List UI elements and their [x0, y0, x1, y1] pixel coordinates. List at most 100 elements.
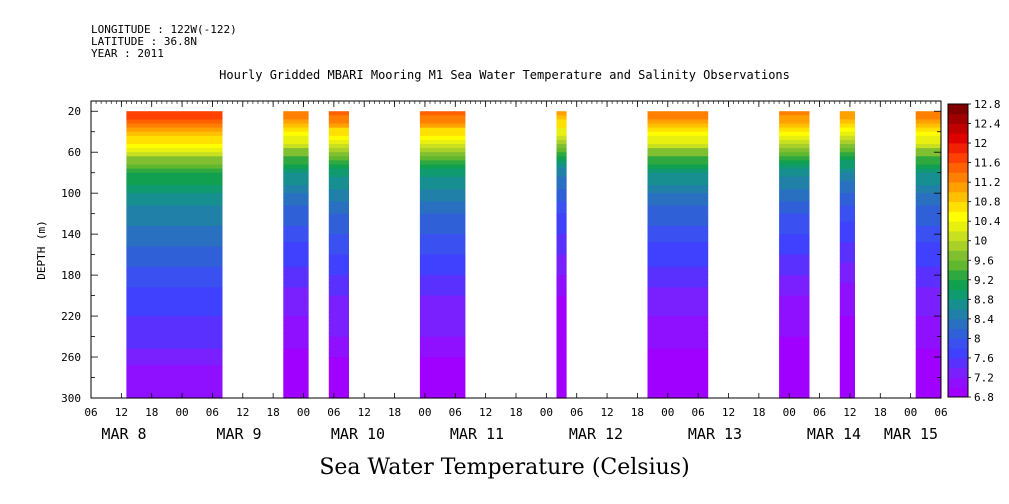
data-cell: [556, 320, 567, 325]
data-cell: [328, 139, 349, 145]
data-cell: [915, 185, 941, 190]
x-tick-label: 00: [783, 406, 796, 419]
data-cell: [328, 127, 349, 133]
colorbar-swatch: [948, 240, 968, 251]
data-cell: [915, 246, 941, 252]
x-tick-label: 06: [84, 406, 97, 419]
colorbar-label: 9.6: [974, 254, 994, 267]
data-cell: [779, 279, 810, 284]
y-tick-label: 260: [61, 351, 81, 364]
data-cell: [126, 168, 223, 174]
data-cell: [647, 135, 709, 141]
data-cell: [839, 127, 855, 133]
x-tick-label: 12: [479, 406, 492, 419]
data-cell: [839, 148, 855, 153]
data-cell: [647, 361, 709, 366]
data-cell: [839, 189, 855, 194]
data-cell: [915, 225, 941, 231]
data-cell: [328, 361, 349, 366]
colorbar-label: 10: [974, 235, 987, 248]
data-cell: [915, 307, 941, 313]
data-cell: [126, 246, 223, 252]
data-cell: [419, 369, 466, 374]
data-cell: [126, 242, 223, 247]
data-cell: [647, 262, 709, 268]
data-cell: [647, 258, 709, 264]
data-cell: [328, 152, 349, 157]
data-cell: [126, 139, 223, 145]
data-cell: [779, 307, 810, 313]
data-cell: [839, 172, 855, 178]
data-cell: [647, 287, 709, 293]
data-cell: [779, 160, 810, 166]
data-cell: [647, 357, 709, 362]
data-cell: [419, 299, 466, 305]
data-cell: [839, 213, 855, 219]
data-cell: [915, 275, 941, 280]
colorbar-swatch: [948, 367, 968, 378]
data-cell: [328, 283, 349, 288]
data-cell: [419, 328, 466, 334]
data-cell: [647, 275, 709, 280]
x-date-label: MAR 10: [331, 425, 385, 443]
data-cell: [779, 213, 810, 219]
data-cell: [647, 279, 709, 284]
data-cell: [283, 127, 309, 133]
y-tick-label: 180: [61, 269, 81, 282]
data-cell: [839, 180, 855, 186]
data-cell: [283, 373, 309, 379]
data-cell: [283, 307, 309, 313]
data-cell: [328, 295, 349, 301]
data-cell: [328, 344, 349, 350]
data-cell: [647, 369, 709, 374]
data-cell: [126, 131, 223, 137]
data-cell: [647, 316, 709, 321]
data-cell: [419, 287, 466, 293]
data-cell: [647, 201, 709, 207]
data-cell: [283, 299, 309, 305]
data-cell: [283, 357, 309, 362]
data-cell: [556, 193, 567, 198]
data-cell: [556, 324, 567, 329]
data-cell: [556, 213, 567, 219]
data-cell: [283, 262, 309, 268]
data-cell: [328, 385, 349, 391]
data-cell: [556, 373, 567, 379]
chart-title: Hourly Gridded MBARI Mooring M1 Sea Wate…: [219, 68, 790, 82]
data-cell: [419, 127, 466, 133]
data-cell: [556, 389, 567, 395]
data-cell: [419, 193, 466, 198]
colorbar-swatch: [948, 357, 968, 369]
data-cell: [779, 254, 810, 260]
data-cell: [647, 303, 709, 309]
data-cell: [283, 291, 309, 297]
data-cell: [283, 168, 309, 174]
data-cell: [779, 324, 810, 329]
data-cell: [779, 295, 810, 301]
x-tick-label: 18: [388, 406, 401, 419]
data-cell: [126, 160, 223, 166]
x-tick-label: 00: [540, 406, 553, 419]
data-cell: [647, 180, 709, 186]
data-cell: [779, 176, 810, 182]
x-date-label: MAR 14: [807, 425, 861, 443]
data-cell: [839, 320, 855, 325]
data-cell: [779, 135, 810, 141]
data-cell: [126, 312, 223, 317]
data-cell: [126, 205, 223, 211]
data-cell: [283, 246, 309, 252]
data-cell: [126, 344, 223, 350]
data-cell: [839, 299, 855, 305]
data-cell: [556, 131, 567, 137]
data-cell: [915, 139, 941, 145]
data-cell: [328, 250, 349, 256]
data-cell: [556, 111, 567, 116]
data-cell: [283, 135, 309, 141]
data-cell: [556, 209, 567, 215]
data-cell: [126, 377, 223, 383]
data-cell: [126, 258, 223, 264]
data-cell: [419, 324, 466, 329]
data-cell: [328, 148, 349, 153]
data-cell: [126, 332, 223, 338]
data-cell: [839, 275, 855, 280]
